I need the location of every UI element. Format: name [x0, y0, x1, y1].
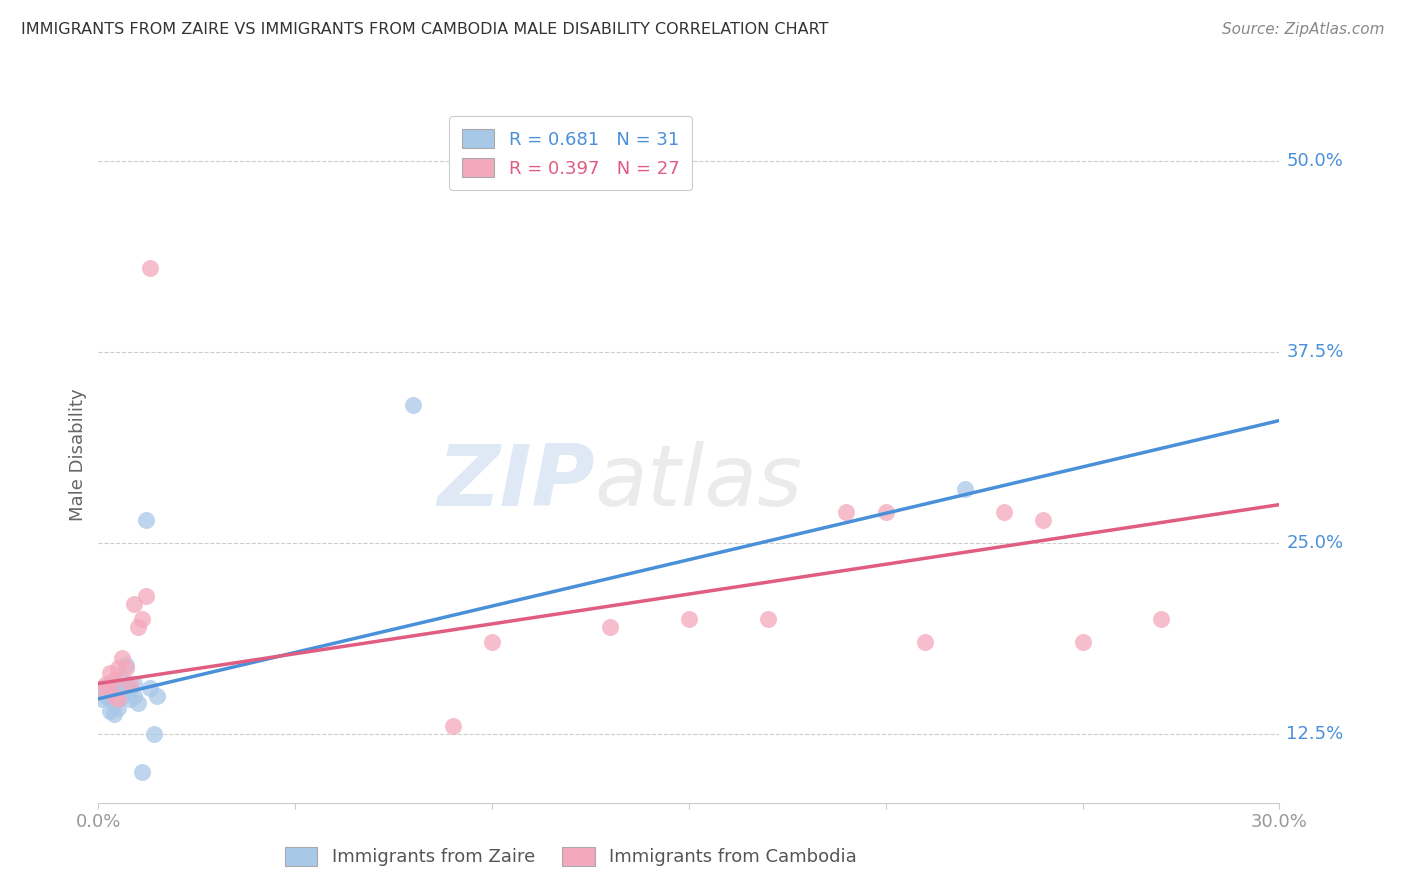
Point: [103, 689, 125, 703]
Text: atlas: atlas: [595, 442, 803, 524]
Point: [103, 697, 125, 711]
Point: [98, 665, 121, 680]
Point: [107, 661, 129, 675]
Text: 25.0%: 25.0%: [1286, 533, 1344, 552]
Point: [481, 635, 503, 649]
Point: [1071, 635, 1094, 649]
Point: [138, 260, 160, 275]
Text: 37.5%: 37.5%: [1286, 343, 1344, 360]
Point: [135, 513, 157, 527]
Point: [953, 483, 976, 497]
Y-axis label: Male Disability: Male Disability: [69, 389, 87, 521]
Point: [138, 681, 160, 695]
Point: [122, 689, 145, 703]
Point: [146, 689, 169, 703]
Point: [756, 612, 779, 626]
Point: [1032, 513, 1054, 527]
Legend: Immigrants from Zaire, Immigrants from Cambodia: Immigrants from Zaire, Immigrants from C…: [274, 836, 868, 877]
Point: [111, 681, 134, 695]
Point: [127, 697, 149, 711]
Point: [96, 689, 118, 703]
Point: [118, 676, 141, 690]
Text: 50.0%: 50.0%: [1286, 152, 1343, 169]
Point: [1150, 612, 1173, 626]
Point: [875, 505, 897, 519]
Point: [122, 676, 145, 690]
Point: [127, 620, 149, 634]
Point: [115, 661, 138, 675]
Point: [98, 676, 121, 690]
Point: [91, 681, 114, 695]
Point: [678, 612, 700, 626]
Point: [103, 673, 125, 688]
Point: [122, 597, 145, 611]
Point: [115, 681, 138, 695]
Point: [599, 620, 621, 634]
Point: [107, 691, 129, 706]
Point: [107, 681, 129, 695]
Point: [103, 689, 125, 703]
Point: [402, 398, 425, 412]
Point: [118, 681, 141, 695]
Point: [107, 691, 129, 706]
Point: [91, 691, 114, 706]
Point: [111, 689, 134, 703]
Point: [131, 765, 153, 780]
Point: [118, 691, 141, 706]
Point: [98, 691, 121, 706]
Point: [103, 676, 125, 690]
Point: [103, 707, 125, 722]
Point: [914, 635, 936, 649]
Point: [441, 719, 464, 733]
Text: 12.5%: 12.5%: [1286, 725, 1344, 743]
Text: ZIP: ZIP: [437, 442, 595, 524]
Text: Source: ZipAtlas.com: Source: ZipAtlas.com: [1222, 22, 1385, 37]
Point: [835, 505, 858, 519]
Point: [131, 612, 153, 626]
Point: [98, 704, 121, 718]
Point: [107, 701, 129, 715]
Point: [115, 658, 138, 673]
Point: [111, 650, 134, 665]
Point: [96, 681, 118, 695]
Text: IMMIGRANTS FROM ZAIRE VS IMMIGRANTS FROM CAMBODIA MALE DISABILITY CORRELATION CH: IMMIGRANTS FROM ZAIRE VS IMMIGRANTS FROM…: [21, 22, 828, 37]
Point: [142, 727, 165, 741]
Point: [135, 590, 157, 604]
Point: [91, 681, 114, 695]
Point: [993, 505, 1015, 519]
Point: [111, 673, 134, 688]
Point: [96, 676, 118, 690]
